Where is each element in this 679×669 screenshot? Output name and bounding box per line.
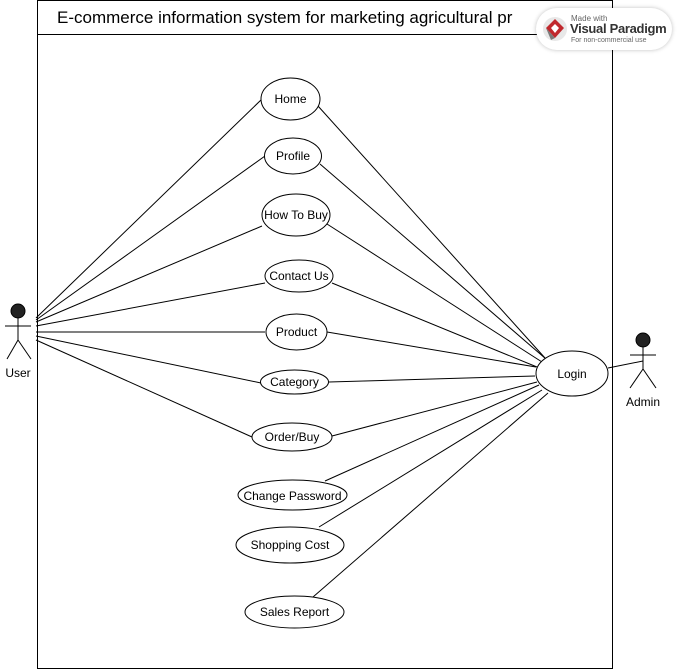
assoc-user-how-to-buy bbox=[35, 225, 263, 323]
use-case-label: Category bbox=[270, 375, 319, 389]
admin-actor[interactable]: Admin bbox=[626, 332, 660, 409]
admin-actor-head bbox=[635, 332, 651, 348]
watermark-brand: Visual Paradigm bbox=[570, 21, 667, 36]
login-associations bbox=[312, 105, 644, 598]
use-case-label: Contact Us bbox=[269, 269, 328, 283]
use-case-label: Profile bbox=[276, 149, 310, 163]
user-actor-head bbox=[10, 303, 26, 319]
use-case-order-buy[interactable]: Order/Buy bbox=[251, 422, 333, 452]
user-associations bbox=[35, 98, 266, 438]
use-case-label: Order/Buy bbox=[265, 430, 320, 444]
visual-paradigm-watermark: Made with Visual Paradigm For non-commer… bbox=[536, 8, 672, 50]
assoc-order-buy-login bbox=[331, 381, 538, 437]
use-case-change-password[interactable]: Change Password bbox=[237, 479, 348, 511]
watermark-note: For non-commercial use bbox=[571, 37, 647, 44]
assoc-sales-report-login bbox=[312, 392, 549, 598]
assoc-user-category bbox=[35, 335, 262, 384]
system-title: E-commerce information system for market… bbox=[57, 8, 513, 27]
user-actor[interactable]: User bbox=[5, 303, 32, 380]
use-case-label: How To Buy bbox=[264, 208, 328, 222]
admin-actor-leg-left bbox=[629, 368, 644, 389]
use-case-category[interactable]: Category bbox=[260, 369, 329, 395]
admin-actor-label: Admin bbox=[626, 395, 660, 409]
use-case-label: Change Password bbox=[243, 489, 341, 503]
visual-paradigm-logo-icon bbox=[543, 17, 567, 41]
assoc-change-password-login bbox=[324, 384, 540, 482]
use-case-how-to-buy[interactable]: How To Buy bbox=[261, 193, 331, 237]
admin-actor-leg-right bbox=[642, 368, 657, 389]
use-case-sales-report[interactable]: Sales Report bbox=[244, 595, 345, 629]
use-case-shopping-cost[interactable]: Shopping Cost bbox=[235, 526, 345, 564]
use-case-label: Home bbox=[274, 92, 306, 106]
use-case-login[interactable]: Login bbox=[535, 350, 609, 397]
user-actor-leg-right bbox=[17, 339, 32, 360]
user-actor-label: User bbox=[5, 366, 30, 380]
assoc-home-login bbox=[317, 105, 546, 359]
use-case-label: Login bbox=[557, 367, 586, 381]
use-case-product[interactable]: Product bbox=[265, 313, 328, 351]
use-case-home[interactable]: Home bbox=[260, 77, 321, 121]
use-case-label: Product bbox=[276, 325, 318, 339]
assoc-category-login bbox=[328, 375, 536, 383]
watermark-made-with: Made with bbox=[571, 14, 608, 23]
assoc-profile-login bbox=[319, 163, 547, 360]
use-case-profile[interactable]: Profile bbox=[264, 137, 322, 175]
assoc-user-contact-us bbox=[35, 282, 266, 327]
assoc-shopping-cost-login bbox=[318, 389, 543, 528]
assoc-login-admin bbox=[607, 360, 644, 369]
use-case-label: Shopping Cost bbox=[251, 538, 330, 552]
assoc-how-to-buy-login bbox=[326, 223, 543, 363]
assoc-user-order-buy bbox=[35, 339, 253, 438]
assoc-user-home bbox=[35, 98, 263, 319]
assoc-contact-us-login bbox=[331, 282, 538, 368]
assoc-user-profile bbox=[35, 155, 266, 321]
assoc-product-login bbox=[326, 331, 537, 368]
user-actor-leg-left bbox=[6, 339, 19, 360]
use-case-contact-us[interactable]: Contact Us bbox=[264, 259, 334, 293]
use-case-label: Sales Report bbox=[260, 605, 330, 619]
